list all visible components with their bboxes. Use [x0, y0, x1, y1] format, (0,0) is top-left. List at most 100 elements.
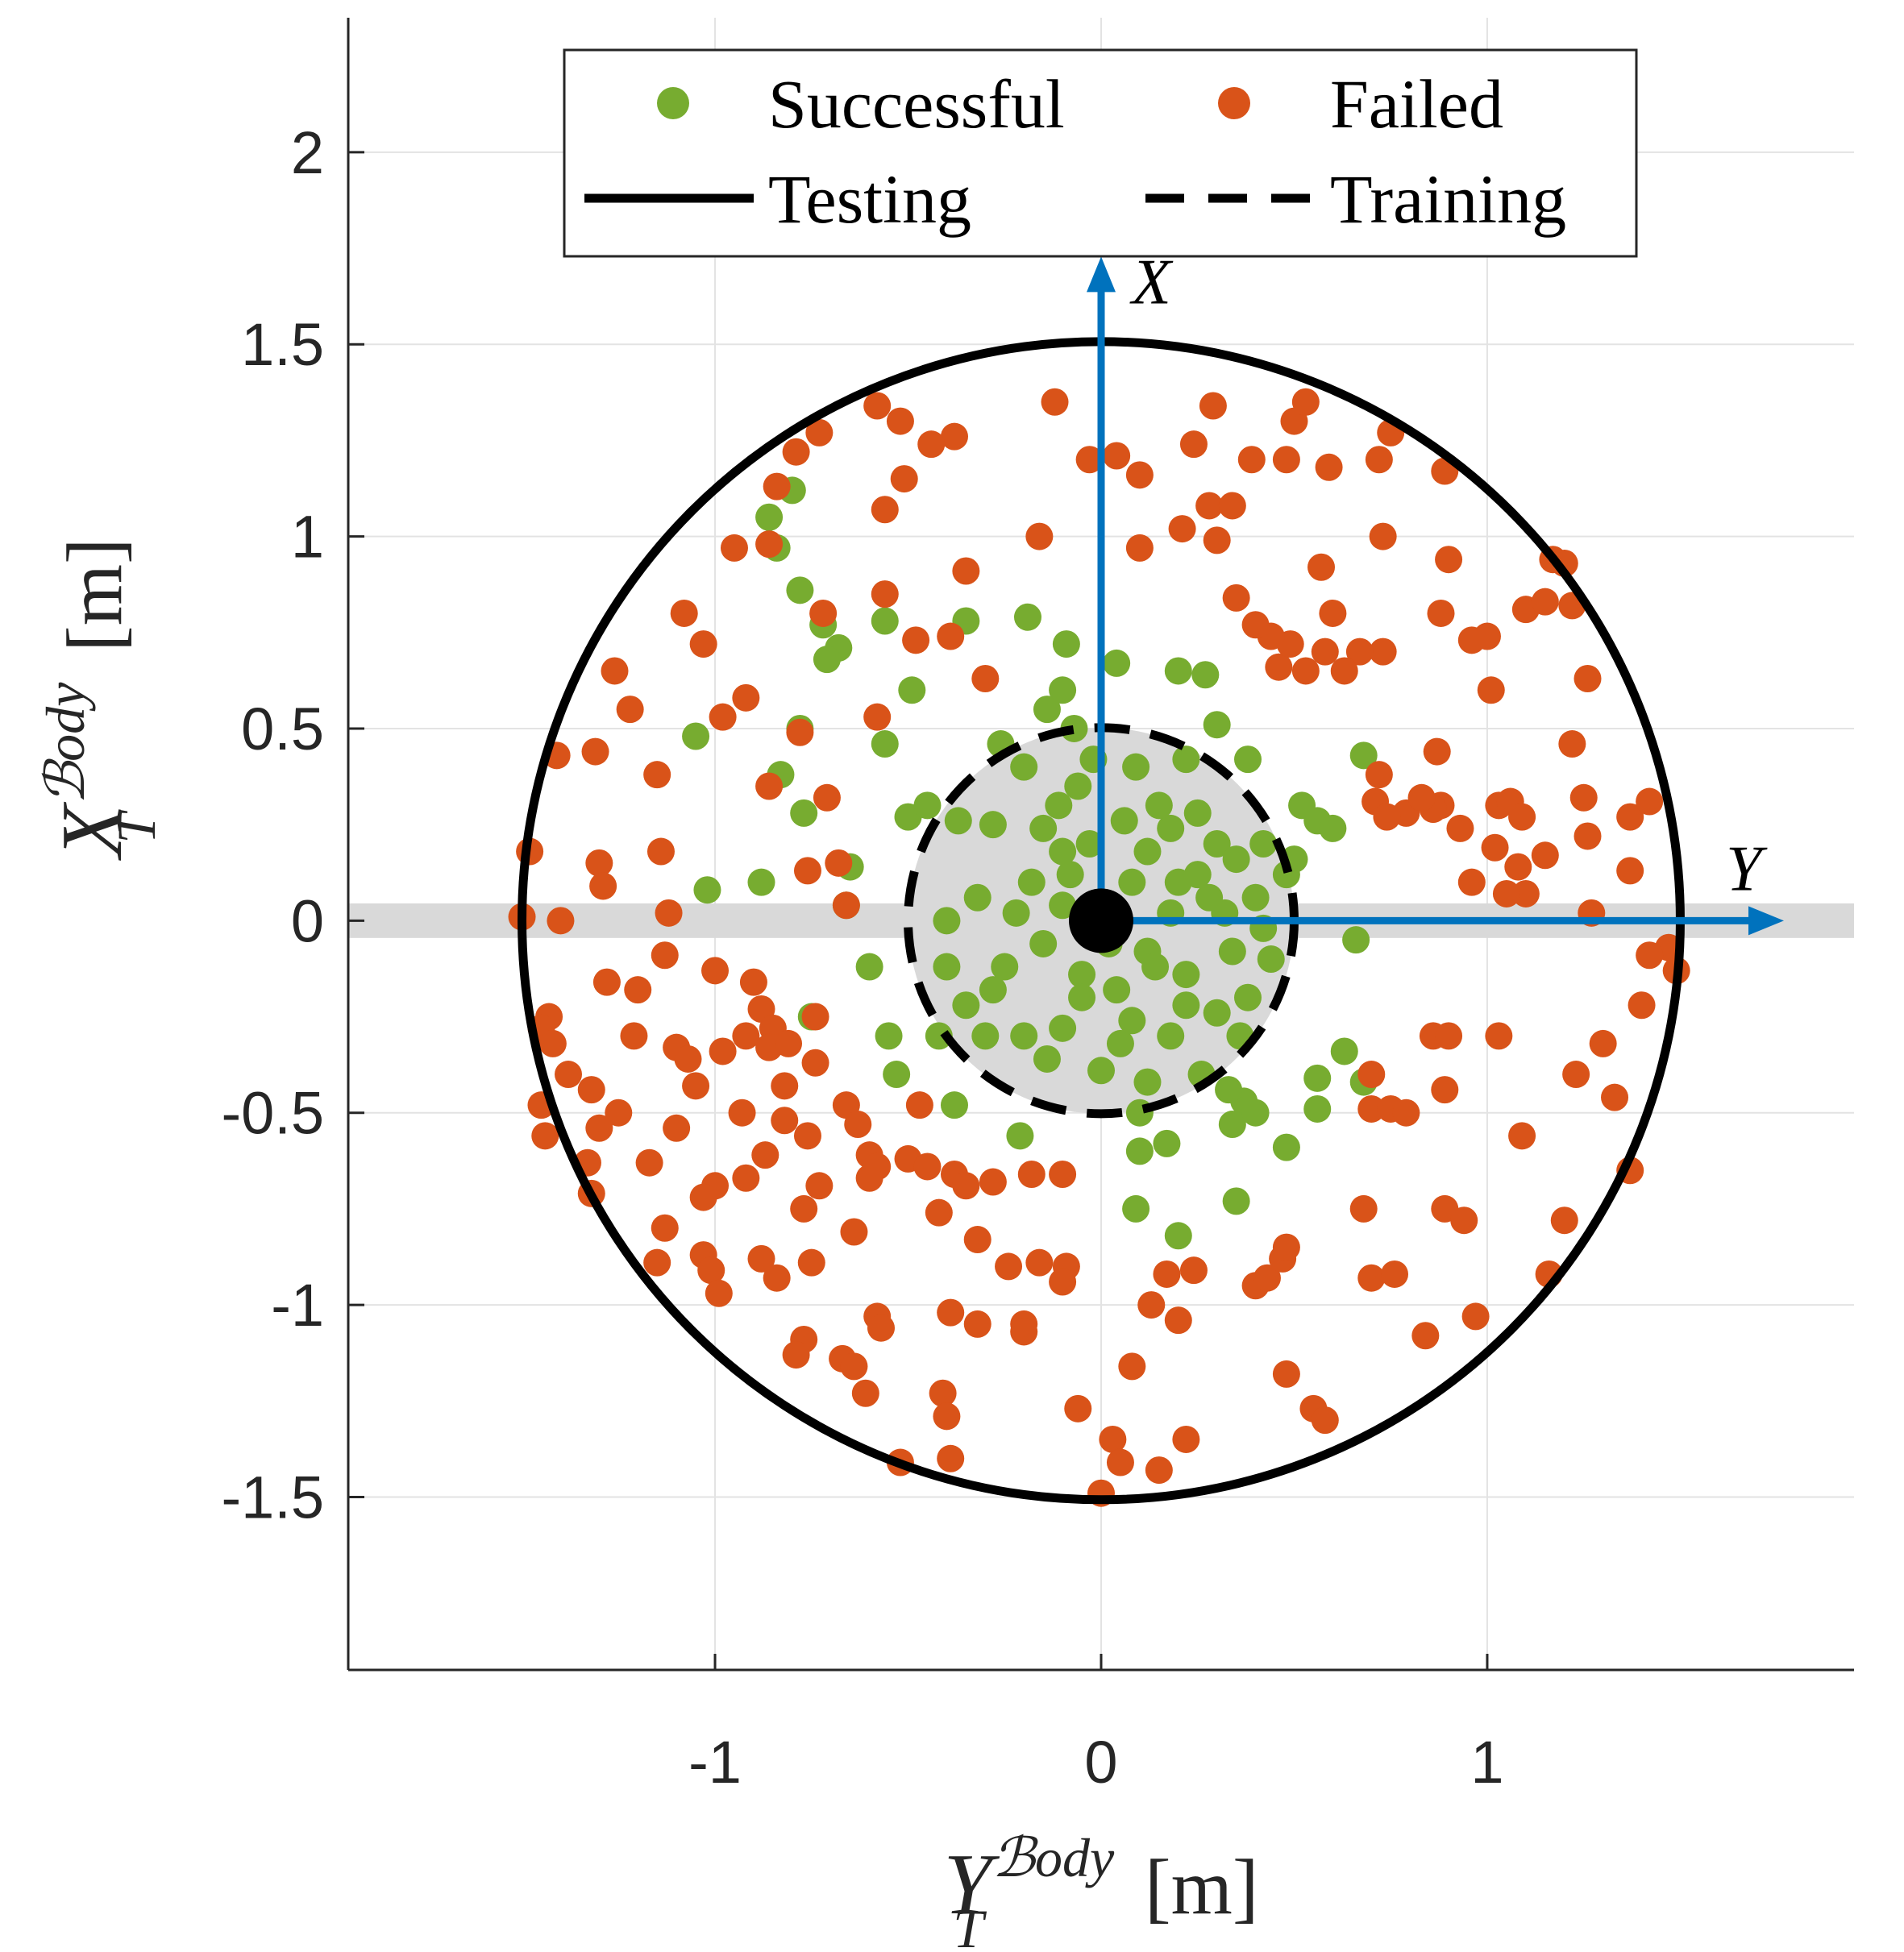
- failed-point: [643, 1248, 671, 1277]
- failed-point: [871, 580, 899, 608]
- successful-point: [1191, 661, 1220, 689]
- failed-point: [790, 1194, 818, 1223]
- failed-point: [1446, 814, 1474, 842]
- failed-point: [1616, 857, 1644, 885]
- successful-point: [1164, 1222, 1192, 1250]
- failed-point: [913, 1153, 942, 1181]
- y-axis-title-sup: ℬody: [35, 682, 96, 804]
- failed-point: [1531, 841, 1559, 870]
- y-tick-label: -1.5: [221, 1464, 324, 1530]
- failed-point: [851, 1379, 879, 1407]
- failed-point: [646, 837, 675, 866]
- failed-point: [763, 1264, 791, 1292]
- x-axis-title: Yℬody T [m]: [943, 1827, 1258, 1952]
- failed-point: [1492, 879, 1520, 907]
- failed-point: [805, 418, 834, 446]
- x-axis-title-sub: T: [953, 1898, 987, 1952]
- x-axis-title-base: Y: [943, 1837, 1000, 1933]
- failed-point: [755, 530, 784, 559]
- failed-point: [995, 1252, 1023, 1281]
- failed-point: [1179, 430, 1208, 459]
- successful-point: [875, 1022, 903, 1050]
- failed-point: [670, 599, 698, 627]
- x-body-axis-label: X: [1129, 247, 1174, 318]
- failed-point: [531, 1122, 559, 1150]
- successful-point: [1203, 999, 1231, 1027]
- failed-point: [1049, 1268, 1077, 1296]
- failed-point: [1628, 991, 1656, 1020]
- successful-point: [1133, 1068, 1162, 1096]
- failed-point: [1636, 787, 1664, 816]
- failed-point: [1319, 599, 1347, 627]
- failed-point: [1241, 611, 1270, 639]
- failed-point: [863, 703, 892, 731]
- failed-point: [1253, 1264, 1281, 1292]
- successful-point: [1056, 861, 1084, 889]
- failed-point: [1195, 492, 1224, 520]
- failed-point: [952, 557, 980, 585]
- failed-point: [1407, 783, 1436, 812]
- successful-point: [898, 676, 926, 704]
- successful-point: [1342, 926, 1370, 954]
- successful-point: [1033, 696, 1061, 724]
- failed-point: [844, 1111, 872, 1139]
- successful-point: [979, 811, 1007, 839]
- failed-point: [979, 1168, 1007, 1196]
- failed-point: [832, 891, 860, 920]
- failed-point: [1010, 1318, 1038, 1346]
- failed-point: [813, 783, 841, 812]
- failed-point: [732, 683, 760, 712]
- successful-point: [1110, 807, 1138, 835]
- successful-point: [1272, 861, 1300, 889]
- axis-titles: Yℬody T [m]XℬodyT[m]: [35, 538, 1259, 1952]
- y-axis-title: Xℬody T [m]: [35, 538, 167, 861]
- failed-point: [1477, 676, 1505, 704]
- failed-point: [1064, 1394, 1092, 1422]
- failed-point: [1511, 879, 1540, 907]
- failed-point: [1272, 446, 1300, 474]
- failed-point: [825, 849, 853, 877]
- failed-point: [1153, 1260, 1181, 1288]
- plot-axes: [347, 18, 1854, 1672]
- failed-point: [1164, 1306, 1192, 1335]
- successful-point: [1303, 1094, 1332, 1123]
- failed-point: [1103, 442, 1131, 470]
- failed-point: [1017, 1161, 1046, 1188]
- successful-point: [871, 607, 899, 635]
- legend: Successful Failed Testing Training: [563, 48, 1638, 258]
- successful-point: [1234, 983, 1262, 1011]
- successful-point: [933, 953, 961, 981]
- y-axis-title-unit: [m]: [52, 538, 139, 652]
- successful-point: [913, 791, 942, 820]
- failed-point: [538, 1029, 567, 1057]
- failed-point: [1315, 453, 1343, 481]
- failed-point: [739, 968, 767, 996]
- successful-point: [813, 646, 841, 674]
- failed-point: [933, 1402, 961, 1431]
- successful-point: [971, 1022, 1000, 1050]
- failed-point: [732, 1164, 760, 1192]
- successful-point: [1033, 1045, 1061, 1073]
- failed-point: [1431, 1076, 1459, 1104]
- successful-point: [1249, 830, 1278, 858]
- failed-point: [1125, 534, 1154, 562]
- successful-point: [1017, 868, 1046, 896]
- failed-point: [1589, 1029, 1617, 1057]
- successful-point: [790, 799, 818, 827]
- successful-point: [1002, 899, 1030, 927]
- failed-point: [937, 1444, 965, 1472]
- successful-point: [855, 953, 883, 981]
- failed-point: [1272, 1360, 1300, 1388]
- failed-point: [840, 1218, 868, 1246]
- failed-point: [651, 1214, 679, 1242]
- failed-point: [771, 1107, 799, 1135]
- legend-marker-successful: [657, 87, 689, 119]
- failed-point: [577, 1076, 605, 1104]
- failed-point: [1357, 1061, 1386, 1089]
- failed-point: [1125, 461, 1154, 489]
- successful-point: [1122, 1194, 1150, 1223]
- failed-point: [1616, 803, 1644, 831]
- failed-point: [1373, 803, 1401, 831]
- successful-point: [1068, 983, 1096, 1011]
- legend-label-testing: Testing: [768, 160, 971, 238]
